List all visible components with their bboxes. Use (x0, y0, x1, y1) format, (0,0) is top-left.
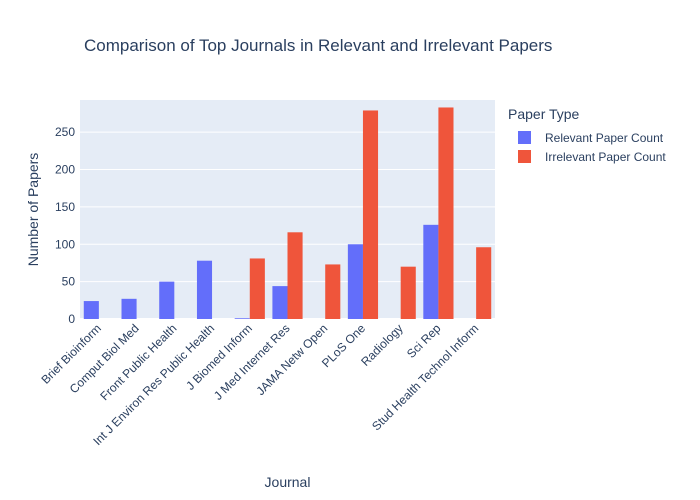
y-tick-label: 150 (55, 200, 75, 214)
bar-relevant[interactable] (347, 244, 363, 319)
bar-relevant[interactable] (121, 298, 137, 319)
y-tick-label: 50 (62, 275, 76, 289)
y-tick-label: 100 (55, 237, 75, 251)
x-axis-label: Journal (265, 474, 311, 490)
bar-relevant[interactable] (196, 260, 213, 319)
legend-swatch[interactable] (518, 131, 531, 144)
bar-relevant[interactable] (159, 281, 175, 319)
legend-item-label[interactable]: Relevant Paper Count (545, 131, 664, 145)
y-tick-label: 250 (55, 125, 75, 139)
legend[interactable]: Paper Type Relevant Paper Count Irrelevan… (508, 106, 666, 164)
bar-irrelevant[interactable] (476, 247, 492, 319)
bar-relevant[interactable] (234, 318, 250, 319)
legend-swatch[interactable] (518, 150, 531, 163)
y-tick-label: 0 (68, 312, 75, 326)
bar-relevant[interactable] (272, 286, 288, 319)
bar-irrelevant[interactable] (325, 264, 341, 319)
y-tick-label: 200 (55, 163, 75, 177)
legend-item-label[interactable]: Irrelevant Paper Count (545, 150, 666, 164)
bar-irrelevant[interactable] (438, 107, 454, 320)
y-axis-ticks: 0 50 100 150 200 250 (55, 125, 75, 326)
x-tick-label: Comput Biol Med (67, 321, 142, 396)
legend-title: Paper Type (508, 106, 580, 122)
bar-relevant[interactable] (83, 301, 99, 319)
x-tick-label: J Biomed Inform (183, 321, 255, 393)
bar-irrelevant[interactable] (400, 266, 416, 319)
bar-relevant[interactable] (423, 224, 439, 319)
chart-title: Comparison of Top Journals in Relevant a… (84, 36, 552, 55)
y-axis-label: Number of Papers (25, 153, 41, 267)
bar-irrelevant[interactable] (249, 258, 265, 319)
bar-irrelevant[interactable] (287, 232, 303, 319)
bar-irrelevant[interactable] (362, 110, 379, 319)
bars (83, 107, 492, 320)
